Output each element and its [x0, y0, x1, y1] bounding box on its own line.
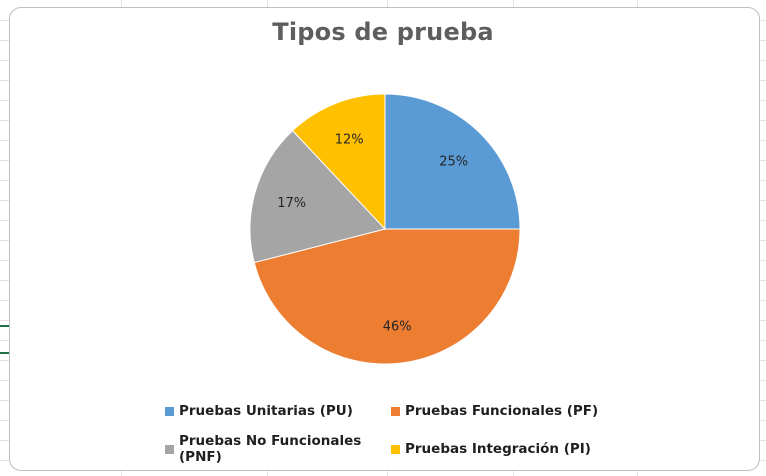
pie-slice-pu[interactable] — [384, 93, 521, 230]
pie-slice-pf[interactable] — [253, 228, 521, 365]
data-label-pf: 46% — [383, 319, 412, 334]
chart-legend[interactable]: Pruebas Unitarias (PU) Pruebas Funcional… — [165, 403, 665, 465]
legend-swatch-pf — [391, 406, 400, 416]
legend-item-pu[interactable]: Pruebas Unitarias (PU) — [165, 403, 385, 419]
legend-label-pf: Pruebas Funcionales (PF) — [405, 403, 599, 419]
data-label-pi: 12% — [335, 133, 364, 148]
legend-item-pnf[interactable]: Pruebas No Funcionales (PNF) — [165, 433, 385, 465]
legend-label-pu: Pruebas Unitarias (PU) — [179, 403, 353, 419]
pie-slice-pnf[interactable] — [249, 129, 386, 264]
legend-swatch-pi — [391, 444, 400, 454]
data-label-pu: 25% — [439, 154, 468, 169]
legend-swatch-pnf — [165, 444, 174, 454]
legend-item-pi[interactable]: Pruebas Integración (PI) — [391, 433, 621, 465]
legend-item-pf[interactable]: Pruebas Funcionales (PF) — [391, 403, 621, 419]
data-label-pnf: 17% — [277, 196, 306, 211]
legend-label-pi: Pruebas Integración (PI) — [405, 441, 591, 457]
pie-slice-pi[interactable] — [291, 93, 386, 231]
legend-swatch-pu — [165, 406, 174, 416]
legend-label-pnf: Pruebas No Funcionales (PNF) — [179, 433, 362, 465]
chart-title: Tipos de prueba — [272, 18, 494, 46]
